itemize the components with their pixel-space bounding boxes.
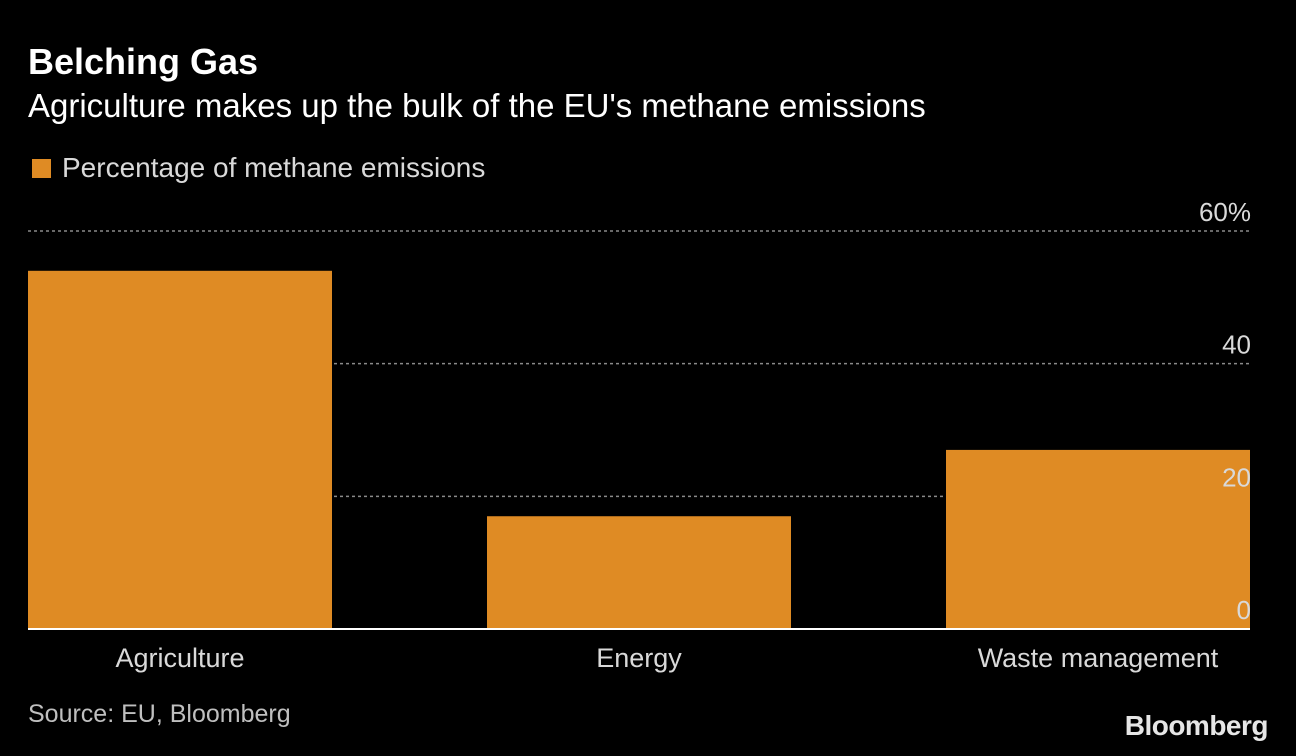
bloomberg-logo: Bloomberg [1124, 710, 1269, 741]
legend-swatch [32, 158, 51, 178]
bar [487, 516, 791, 629]
chart-title: Belching Gas [28, 41, 259, 82]
y-tick-label: 20 [1222, 462, 1251, 492]
source-note: Source: EU, Bloomberg [28, 700, 291, 728]
bar [946, 449, 1250, 629]
x-tick-label: Agriculture [115, 643, 244, 673]
y-tick-label: 0 [1237, 595, 1251, 625]
chart-subtitle: Agriculture makes up the bulk of the EU'… [28, 87, 926, 124]
x-tick-label: Energy [596, 643, 682, 673]
y-tick-label: 60% [1199, 197, 1251, 227]
x-tick-label: Waste management [978, 643, 1219, 673]
bar [28, 270, 332, 629]
legend-label: Percentage of methane emissions [62, 152, 486, 183]
y-tick-label: 40 [1222, 330, 1251, 360]
legend: Percentage of methane emissions [32, 150, 485, 186]
